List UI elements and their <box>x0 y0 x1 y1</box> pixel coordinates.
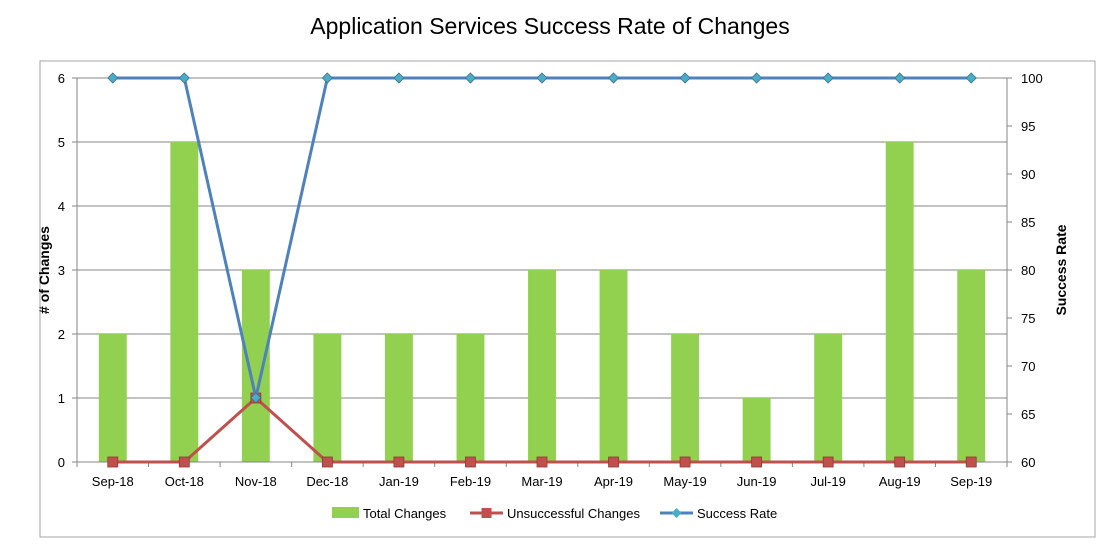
bar-total-changes <box>170 142 199 462</box>
y2-tick-label: 85 <box>1021 215 1035 230</box>
y2-tick-label: 100 <box>1021 71 1043 86</box>
legend-marker-success-rate <box>671 508 682 518</box>
x-tick-label: Sep-19 <box>950 474 992 489</box>
y-tick-label: 3 <box>58 263 65 278</box>
bar-total-changes <box>814 334 843 462</box>
marker-unsuccessful-changes <box>679 456 691 468</box>
marker-success-rate <box>250 392 262 404</box>
marker-unsuccessful-changes <box>536 456 548 468</box>
bar-total-changes <box>885 142 914 462</box>
x-tick-label: Jan-19 <box>379 474 419 489</box>
legend-label-total-changes: Total Changes <box>363 506 447 521</box>
x-tick-label: Sep-18 <box>92 474 134 489</box>
x-tick-label: Oct-18 <box>165 474 204 489</box>
marker-unsuccessful-changes <box>894 456 906 468</box>
legend-label-success-rate: Success Rate <box>697 506 777 521</box>
marker-success-rate <box>751 72 763 84</box>
line-series <box>107 72 977 468</box>
x-tick-label: Jul-19 <box>810 474 845 489</box>
y-tick-label: 0 <box>58 455 65 470</box>
marker-unsuccessful-changes <box>393 456 405 468</box>
marker-success-rate <box>107 72 119 84</box>
bar-total-changes <box>384 334 413 462</box>
tick-labels: 0 1 2 3 4 5 6 60 65 70 75 80 85 90 95 100 Sep-18 Oct-18 No… <box>58 71 1043 489</box>
y2-tick-label: 95 <box>1021 119 1035 134</box>
bar-total-changes <box>456 334 485 462</box>
bar-total-changes <box>742 398 771 462</box>
marker-success-rate <box>178 72 190 84</box>
y2-axis-title: Success Rate <box>1053 224 1069 315</box>
marker-success-rate <box>536 72 548 84</box>
marker-unsuccessful-changes <box>965 456 977 468</box>
marker-success-rate <box>464 72 477 84</box>
marker-success-rate <box>679 72 691 84</box>
bar-total-changes <box>241 270 270 462</box>
y2-tick-label: 90 <box>1021 167 1035 182</box>
marker-success-rate <box>822 72 834 84</box>
marker-success-rate <box>393 72 405 84</box>
marker-success-rate <box>965 72 977 84</box>
legend-marker-unsuccessful-changes <box>481 508 492 518</box>
y-tick-label: 4 <box>58 199 65 214</box>
marker-unsuccessful-changes <box>321 456 333 468</box>
bar-total-changes <box>599 270 628 462</box>
y2-tick-label: 75 <box>1021 311 1035 326</box>
legend-label-unsuccessful-changes: Unsuccessful Changes <box>507 506 640 521</box>
x-tick-label: Aug-19 <box>879 474 921 489</box>
y-tick-label: 1 <box>58 391 65 406</box>
legend: Total Changes Unsuccessful Changes Success… <box>332 506 777 521</box>
y2-tick-label: 60 <box>1021 455 1035 470</box>
bar-total-changes <box>98 334 127 462</box>
x-tick-label: Feb-19 <box>450 474 491 489</box>
bar-total-changes <box>313 334 342 462</box>
marker-success-rate <box>894 72 906 84</box>
marker-success-rate <box>607 72 620 84</box>
y2-tick-label: 65 <box>1021 407 1035 422</box>
x-tick-label: Mar-19 <box>521 474 562 489</box>
chart-area-border <box>39 60 1096 538</box>
chart-title: Application Services Success Rate of Cha… <box>310 13 789 39</box>
x-tick-label: Nov-18 <box>235 474 277 489</box>
bar-total-changes <box>671 334 700 462</box>
y2-tick-label: 80 <box>1021 263 1035 278</box>
y-tick-label: 6 <box>58 71 65 86</box>
marker-unsuccessful-changes <box>465 456 476 468</box>
marker-unsuccessful-changes <box>822 456 834 468</box>
bar-total-changes <box>528 270 556 462</box>
x-tick-label: Jun-19 <box>737 474 777 489</box>
marker-success-rate <box>321 72 333 84</box>
y-axis-title: # of Changes <box>36 226 52 314</box>
marker-unsuccessful-changes <box>178 456 190 468</box>
marker-unsuccessful-changes <box>751 456 763 468</box>
x-tick-label: Apr-19 <box>594 474 633 489</box>
marker-unsuccessful-changes <box>608 456 619 468</box>
marker-unsuccessful-changes <box>107 456 119 468</box>
y-tick-label: 5 <box>58 135 65 150</box>
legend-swatch-total-changes <box>332 507 359 518</box>
y2-tick-label: 70 <box>1021 359 1035 374</box>
bar-total-changes <box>957 270 986 462</box>
x-tick-label: Dec-18 <box>306 474 348 489</box>
x-tick-label: May-19 <box>663 474 706 489</box>
y-tick-label: 2 <box>58 327 65 342</box>
bar-series <box>98 142 986 462</box>
